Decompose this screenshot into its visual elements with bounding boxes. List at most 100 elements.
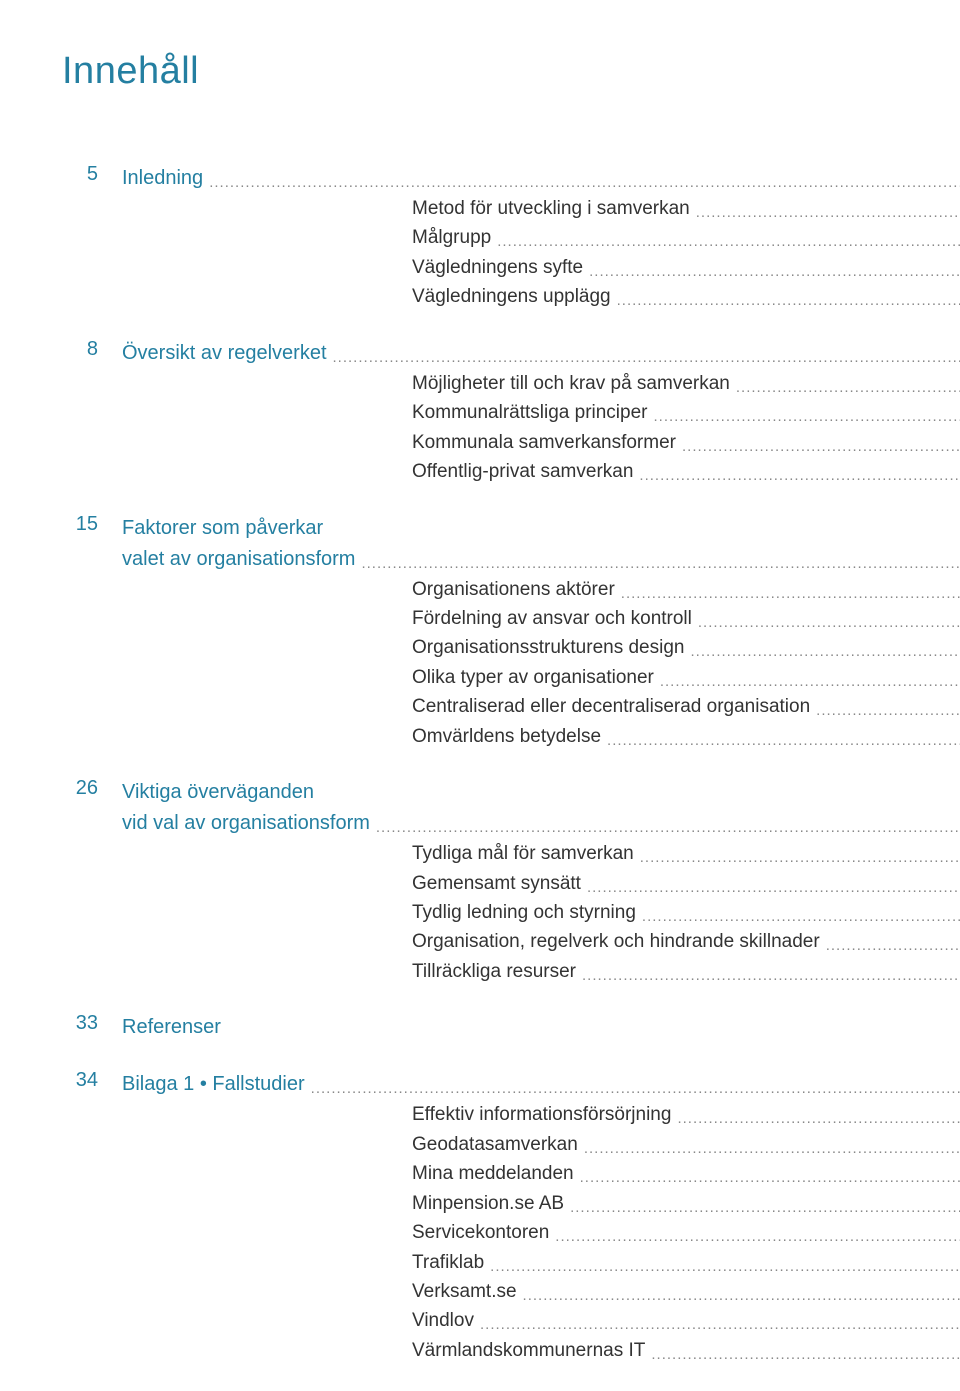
- dot-leader: [607, 729, 960, 752]
- toc-entry-label: Organisationens aktörer: [412, 575, 615, 604]
- section-title-line2: valet av organisationsform: [122, 544, 355, 575]
- toc-entry: Målgrupp7: [122, 223, 960, 252]
- section-title: Översikt av regelverket: [122, 338, 327, 369]
- toc-entry-label: Möjligheter till och krav på samverkan: [412, 369, 730, 398]
- toc-entry-label: Geodatasamverkan: [412, 1130, 578, 1159]
- toc-entry: Värmlandskommunernas IT71: [122, 1336, 960, 1365]
- toc-entry: Organisationsstrukturens design19: [122, 633, 960, 662]
- toc-entry: Omvärldens betydelse24: [122, 722, 960, 751]
- toc-entry: Olika typer av organisationer20: [122, 663, 960, 692]
- section-title-line1: Viktiga överväganden: [122, 777, 960, 808]
- section-title: Bilaga 1 • Fallstudier: [122, 1069, 305, 1100]
- dot-leader: [690, 640, 960, 663]
- toc-entry-label: Mina meddelanden: [412, 1159, 574, 1188]
- dot-leader: [698, 611, 960, 634]
- toc-entry-label: Servicekontoren: [412, 1218, 549, 1247]
- section-body: Viktiga övervägandenvid val av organisat…: [122, 777, 960, 986]
- section-body: Översikt av regelverketInledande komment…: [122, 338, 960, 487]
- toc-entry: Offentlig-privat samverkan14: [122, 457, 960, 486]
- toc-section: 26Viktiga övervägandenvid val av organis…: [62, 777, 898, 986]
- section-title-line1: Faktorer som påverkar: [122, 513, 960, 544]
- toc-entry-label: Kommunalrättsliga principer: [412, 398, 648, 427]
- toc-entry-label: Organisation, regelverk och hindrande sk…: [412, 927, 820, 956]
- dot-leader: [621, 582, 960, 605]
- section-body: Bilaga 1 • FallstudierCenter för e-hälsa…: [122, 1069, 960, 1365]
- toc-entry-label: Tillräckliga resurser: [412, 957, 576, 986]
- toc-entry: Tillräckliga resurser31: [122, 957, 960, 986]
- toc-entry: Gemensamt synsätt27: [122, 869, 960, 898]
- dot-leader: [497, 230, 960, 253]
- dot-leader: [311, 1077, 960, 1100]
- dot-leader: [209, 171, 960, 194]
- dot-leader: [654, 405, 960, 428]
- dot-leader: [660, 670, 960, 693]
- toc-entry: Fördelning av ansvar och kontroll17: [122, 604, 960, 633]
- toc-entry-label: Omvärldens betydelse: [412, 722, 601, 751]
- toc-entry: Vägledningens syfte7: [122, 253, 960, 282]
- dot-leader: [651, 1343, 960, 1366]
- toc-entry: Servicekontoren53: [122, 1218, 960, 1247]
- dot-leader: [333, 346, 960, 369]
- dot-leader: [584, 1137, 960, 1160]
- toc-entry-label: Metod för utveckling i samverkan: [412, 194, 690, 223]
- toc-entry-label: Centraliserad eller decentraliserad orga…: [412, 692, 810, 721]
- dot-leader: [376, 816, 960, 839]
- dot-leader: [816, 699, 960, 722]
- section-title: Inledning: [122, 163, 203, 194]
- toc-entry: Minpension.se AB49: [122, 1189, 960, 1218]
- toc-entry: Trafiklab56: [122, 1248, 960, 1277]
- toc-entry: Effektiv informationsförsörjning38: [122, 1100, 960, 1129]
- toc-entry: Tydliga mål för samverkan27: [122, 839, 960, 868]
- dot-leader: [736, 376, 960, 399]
- dot-leader: [826, 934, 960, 957]
- toc-entry-label: Tydlig ledning och styrning: [412, 898, 636, 927]
- dot-leader: [639, 464, 960, 487]
- section-body: Faktorer som påverkarvalet av organisati…: [122, 513, 960, 752]
- toc-entry-label: Trafiklab: [412, 1248, 484, 1277]
- toc-section: 15Faktorer som påverkarvalet av organisa…: [62, 513, 898, 752]
- toc-entry: Geodatasamverkan41: [122, 1130, 960, 1159]
- section-number: 15: [62, 513, 122, 536]
- toc-entry-label: Värmlandskommunernas IT: [412, 1336, 645, 1365]
- toc-entry: Tydlig ledning och styrning28: [122, 898, 960, 927]
- toc-entry: Vindlov66: [122, 1306, 960, 1335]
- toc-entry-label: Effektiv informationsförsörjning: [412, 1100, 671, 1129]
- dot-leader: [523, 1284, 960, 1307]
- section-number: 5: [62, 163, 122, 186]
- toc-entry-label: Fördelning av ansvar och kontroll: [412, 604, 692, 633]
- dot-leader: [682, 435, 960, 458]
- dot-leader: [480, 1313, 960, 1336]
- toc-entry: Mina meddelanden44: [122, 1159, 960, 1188]
- section-number: 8: [62, 338, 122, 361]
- dot-leader: [582, 964, 960, 987]
- toc-entry: Organisation, regelverk och hindrande sk…: [122, 927, 960, 956]
- toc-entry-label: Organisationsstrukturens design: [412, 633, 684, 662]
- toc-entry-label: Olika typer av organisationer: [412, 663, 654, 692]
- toc-entry: Möjligheter till och krav på samverkan8: [122, 369, 960, 398]
- toc-entry: Verksamt.se60: [122, 1277, 960, 1306]
- toc-entry-label: Offentlig-privat samverkan: [412, 457, 633, 486]
- dot-leader: [617, 289, 960, 312]
- toc-entry: Kommunala samverkansformer11: [122, 428, 960, 457]
- table-of-contents: 5InledningEn vägledning för organisation…: [62, 163, 898, 1391]
- section-title: Referenser: [122, 1012, 221, 1043]
- toc-section: 8Översikt av regelverketInledande kommen…: [62, 338, 898, 487]
- toc-entry: Vägledningens upplägg7: [122, 282, 960, 311]
- dot-leader: [640, 846, 960, 869]
- section-body: Referenser: [122, 1012, 898, 1043]
- toc-entry: Centraliserad eller decentraliserad orga…: [122, 692, 960, 721]
- dot-leader: [555, 1225, 960, 1248]
- toc-entry-label: Tydliga mål för samverkan: [412, 839, 634, 868]
- section-number: 33: [62, 1012, 122, 1035]
- dot-leader: [589, 260, 960, 283]
- toc-entry-label: Vindlov: [412, 1306, 474, 1335]
- toc-entry-label: Kommunala samverkansformer: [412, 428, 676, 457]
- dot-leader: [677, 1107, 960, 1130]
- dot-leader: [570, 1196, 960, 1219]
- section-body: InledningEn vägledning för organisations…: [122, 163, 960, 312]
- dot-leader: [696, 201, 960, 224]
- toc-entry-label: Målgrupp: [412, 223, 491, 252]
- section-title-line2: vid val av organisationsform: [122, 808, 370, 839]
- toc-entry-label: Gemensamt synsätt: [412, 869, 581, 898]
- toc-entry-label: Vägledningens upplägg: [412, 282, 611, 311]
